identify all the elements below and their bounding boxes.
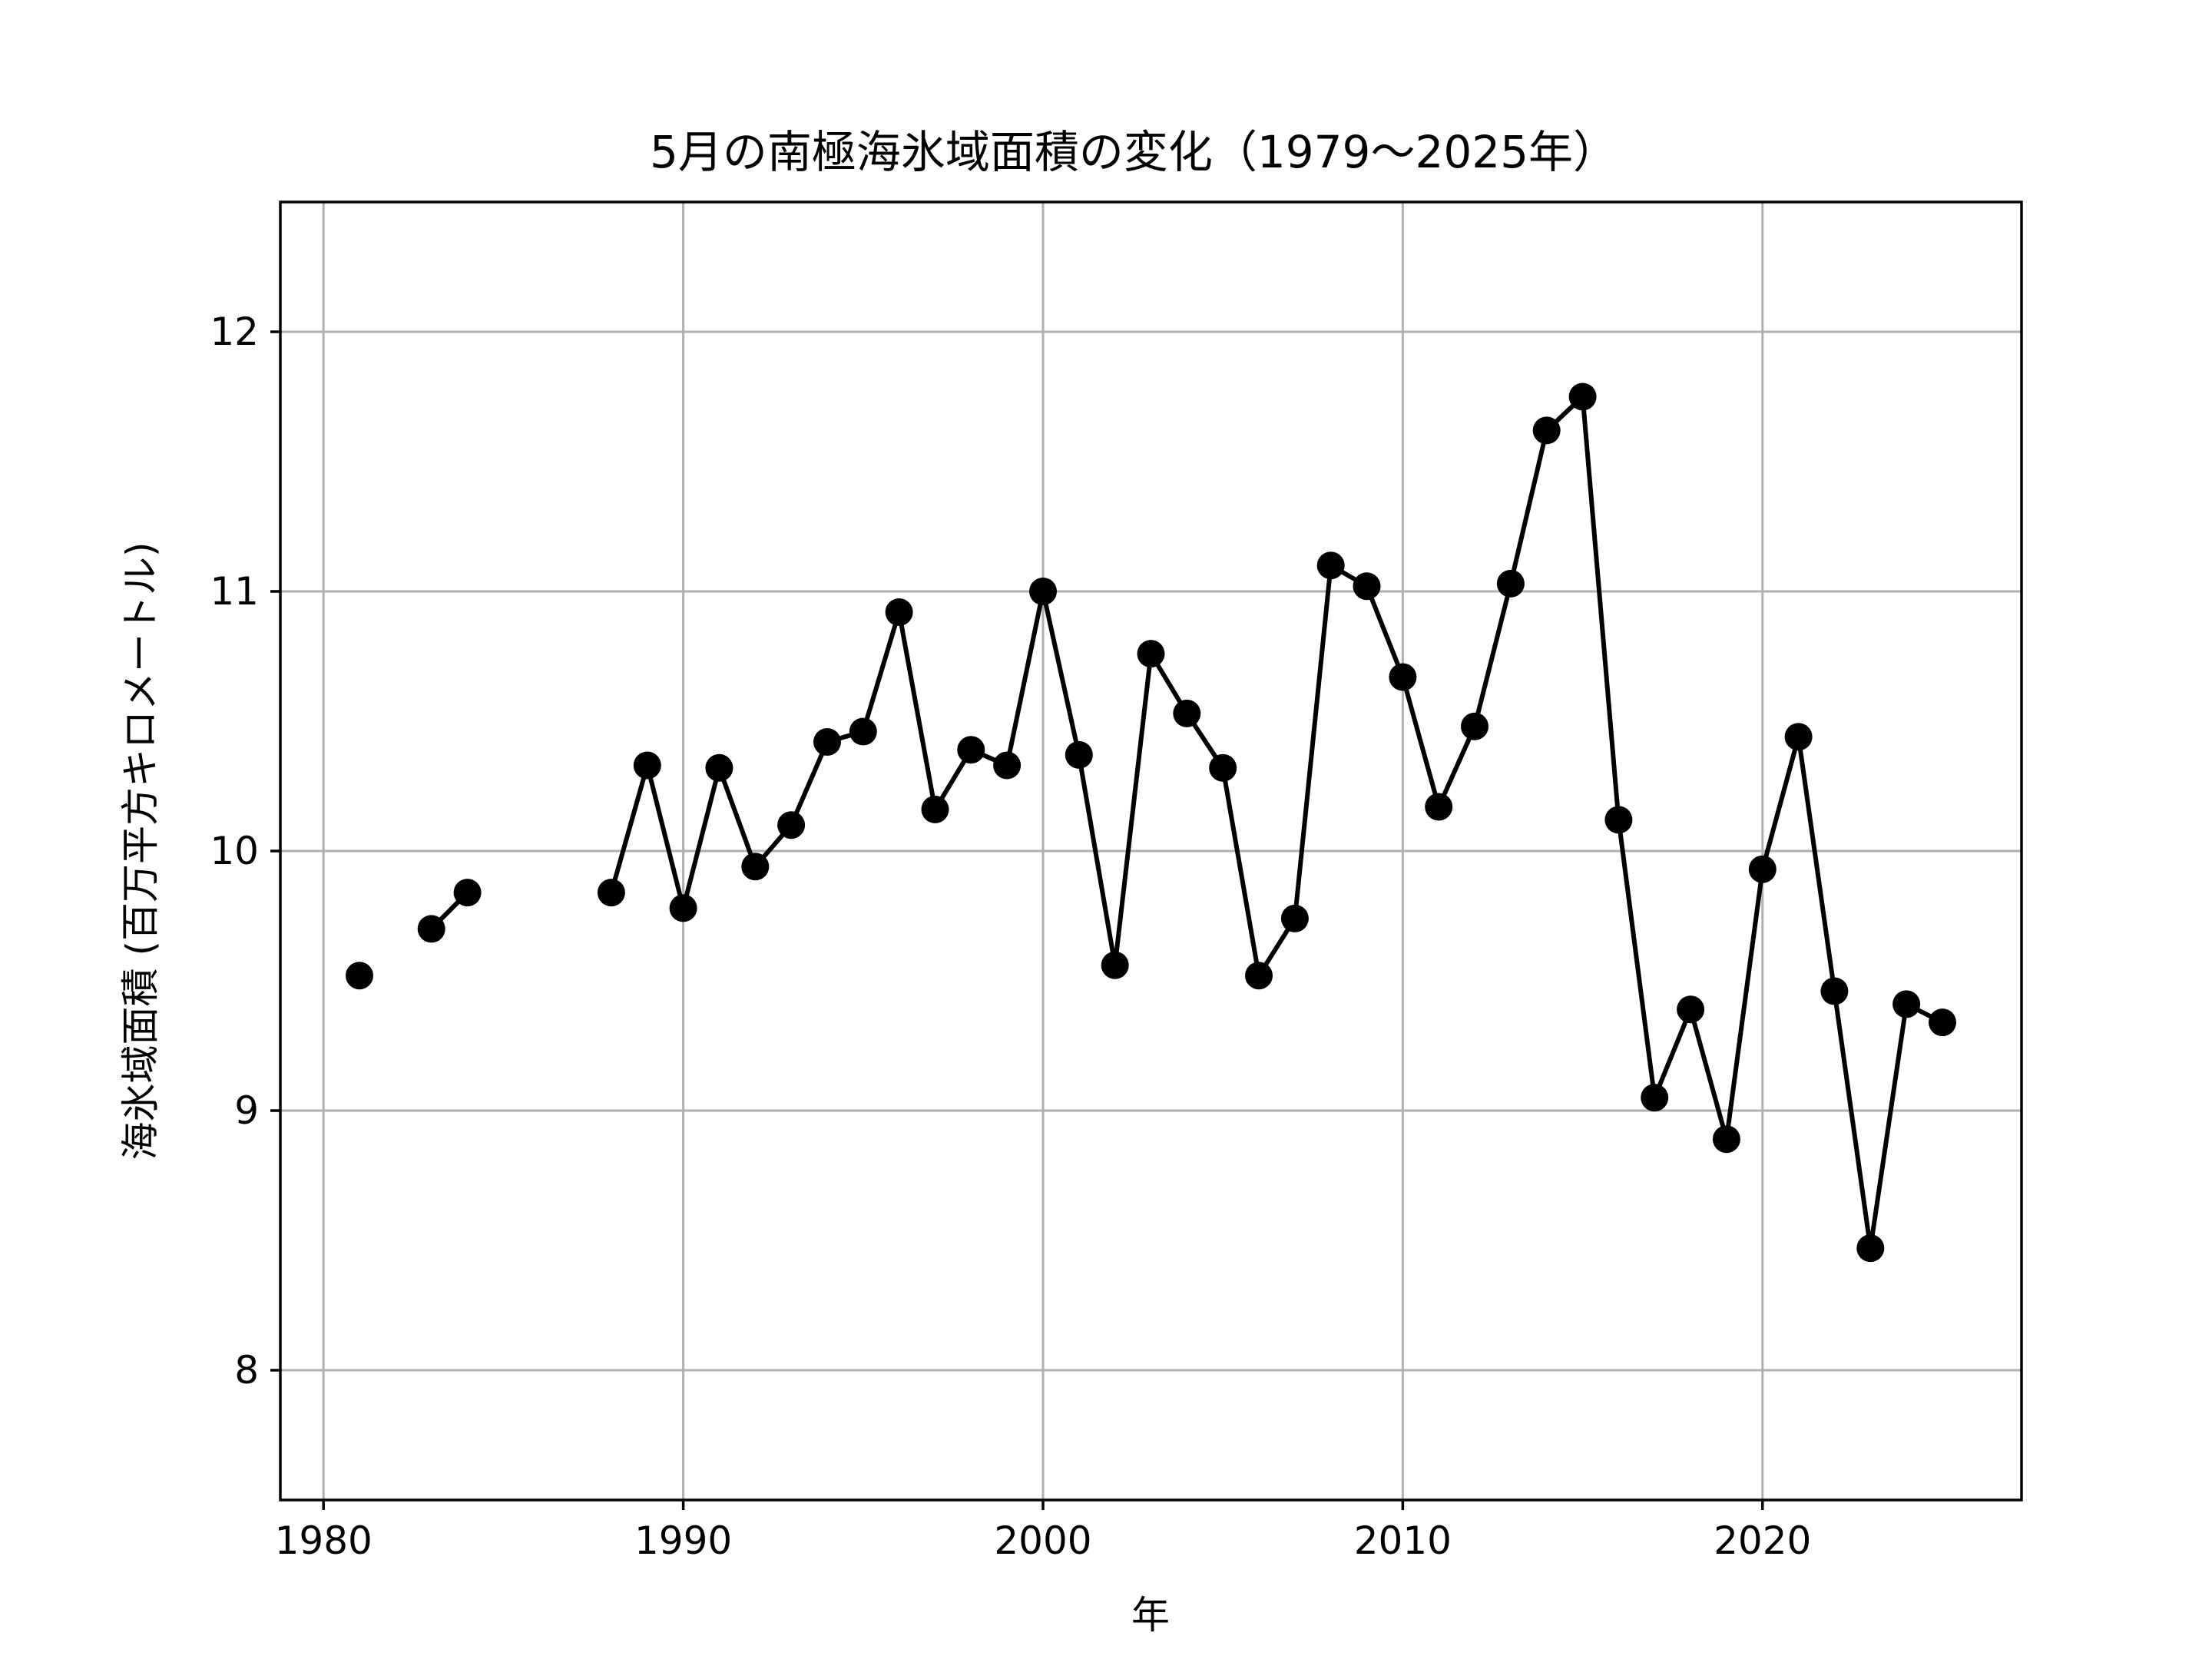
data-point [705, 753, 733, 782]
y-tick-label: 10 [210, 829, 259, 873]
data-point [1748, 855, 1777, 883]
data-point [957, 736, 985, 764]
data-point [1892, 990, 1921, 1018]
grid [280, 202, 2022, 1500]
data-point [1677, 995, 1705, 1024]
x-tick-label: 1990 [634, 1518, 732, 1563]
series-line [429, 394, 1945, 1251]
data-point [921, 795, 949, 823]
y-tick-label: 11 [210, 569, 259, 614]
data-point [1209, 753, 1237, 782]
data-point [777, 811, 806, 839]
data-point [1784, 723, 1813, 751]
data-point [1856, 1234, 1885, 1263]
data-point [1461, 712, 1488, 740]
x-axis-label: 年 [1131, 1593, 1170, 1637]
data-point [1173, 699, 1201, 727]
y-axis-label: 海氷域面積 (百万平方キロメートル) [118, 542, 163, 1161]
data-point [1245, 962, 1273, 990]
data-series [346, 382, 1956, 1263]
axis-ticks: 1980 1990 2000 2010 2020 8 9 10 11 12 [210, 310, 1811, 1563]
data-point [669, 894, 697, 922]
data-point [346, 962, 373, 990]
data-point [1641, 1084, 1669, 1112]
data-point [1280, 904, 1309, 932]
data-point [813, 728, 841, 756]
chart-title: 5月の南極海氷域面積の変化（1979〜2025年） [650, 126, 1618, 178]
data-point [633, 751, 661, 780]
data-point [1353, 572, 1381, 601]
data-point [417, 915, 445, 943]
data-point [1496, 569, 1525, 598]
data-point [1820, 977, 1849, 1005]
x-tick-label: 2020 [1714, 1518, 1811, 1563]
data-point [1101, 951, 1129, 979]
x-tick-label: 2000 [994, 1518, 1091, 1563]
data-point [1316, 551, 1345, 580]
data-point [849, 717, 877, 746]
data-point [885, 598, 913, 626]
data-point [741, 853, 770, 881]
data-point [993, 751, 1022, 780]
data-point [453, 879, 482, 907]
data-point [1137, 640, 1165, 668]
x-tick-label: 2010 [1354, 1518, 1452, 1563]
y-tick-label: 12 [210, 310, 259, 354]
data-point [1604, 806, 1633, 834]
data-point [1568, 382, 1597, 411]
y-tick-label: 9 [234, 1088, 259, 1133]
y-tick-label: 8 [234, 1348, 259, 1392]
x-tick-label: 1980 [275, 1518, 373, 1563]
data-point [1389, 663, 1417, 691]
data-point [597, 879, 625, 907]
data-point [1712, 1125, 1740, 1154]
data-point [1425, 793, 1453, 821]
data-point [1029, 578, 1057, 605]
data-point [1532, 416, 1561, 445]
data-point [1929, 1008, 1956, 1037]
data-point [1065, 740, 1093, 769]
